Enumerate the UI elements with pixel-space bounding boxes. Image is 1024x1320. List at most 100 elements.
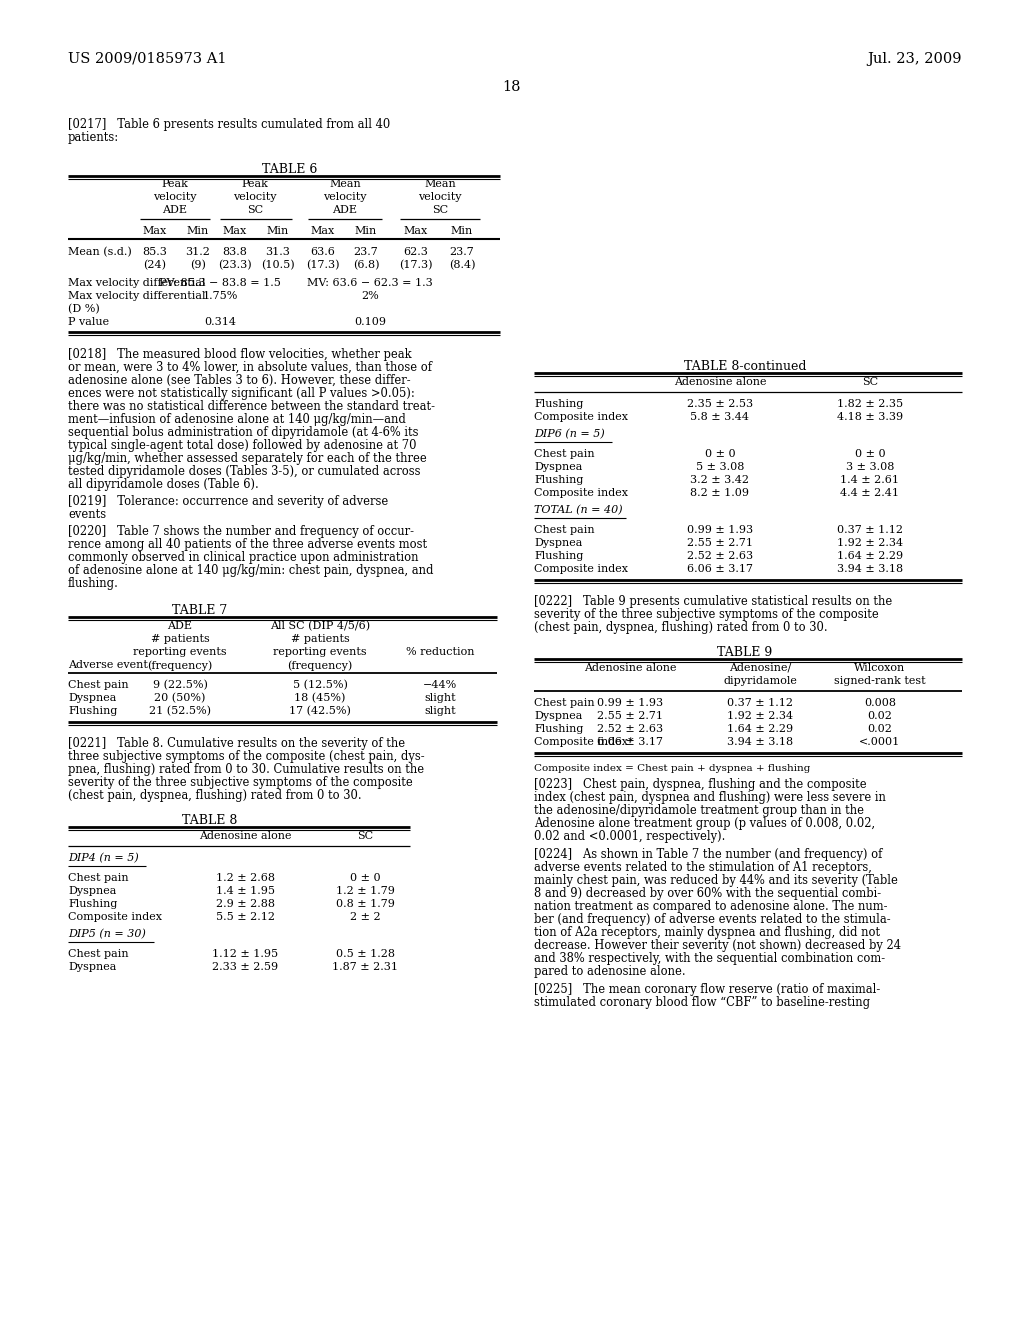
Text: Chest pain: Chest pain: [68, 949, 129, 960]
Text: % reduction: % reduction: [406, 647, 474, 657]
Text: severity of the three subjective symptoms of the composite: severity of the three subjective symptom…: [534, 609, 879, 620]
Text: (D %): (D %): [68, 304, 99, 314]
Text: typical single-agent total dose) followed by adenosine at 70: typical single-agent total dose) followe…: [68, 440, 417, 451]
Text: 9 (22.5%): 9 (22.5%): [153, 680, 208, 690]
Text: 1.4 ± 1.95: 1.4 ± 1.95: [215, 886, 274, 896]
Text: 63.6: 63.6: [310, 247, 336, 257]
Text: 3 ± 3.08: 3 ± 3.08: [846, 462, 894, 473]
Text: ences were not statistically significant (all P values >0.05):: ences were not statistically significant…: [68, 387, 415, 400]
Text: [0220]   Table 7 shows the number and frequency of occur-: [0220] Table 7 shows the number and freq…: [68, 525, 414, 539]
Text: sequential bolus administration of dipyridamole (at 4-6% its: sequential bolus administration of dipyr…: [68, 426, 419, 440]
Text: 1.64 ± 2.29: 1.64 ± 2.29: [727, 723, 793, 734]
Text: 1.2 ± 2.68: 1.2 ± 2.68: [215, 873, 274, 883]
Text: 2 ± 2: 2 ± 2: [349, 912, 380, 921]
Text: (9): (9): [190, 260, 206, 271]
Text: Max: Max: [403, 226, 428, 236]
Text: slight: slight: [424, 693, 456, 704]
Text: (10.5): (10.5): [261, 260, 295, 271]
Text: 31.3: 31.3: [265, 247, 291, 257]
Text: 2.52 ± 2.63: 2.52 ± 2.63: [597, 723, 664, 734]
Text: Flushing: Flushing: [534, 550, 584, 561]
Text: # patients: # patients: [291, 634, 349, 644]
Text: 2.52 ± 2.63: 2.52 ± 2.63: [687, 550, 753, 561]
Text: 0.8 ± 1.79: 0.8 ± 1.79: [336, 899, 394, 909]
Text: ment—infusion of adenosine alone at 140 μg/kg/min—and: ment—infusion of adenosine alone at 140 …: [68, 413, 406, 426]
Text: [0217]   Table 6 presents results cumulated from all 40: [0217] Table 6 presents results cumulate…: [68, 117, 390, 131]
Text: All SC (DIP 4/5/6): All SC (DIP 4/5/6): [270, 620, 370, 631]
Text: 85.3: 85.3: [142, 247, 168, 257]
Text: 20 (50%): 20 (50%): [155, 693, 206, 704]
Text: three subjective symptoms of the composite (chest pain, dys-: three subjective symptoms of the composi…: [68, 750, 425, 763]
Text: [0219]   Tolerance: occurrence and severity of adverse: [0219] Tolerance: occurrence and severit…: [68, 495, 388, 508]
Text: ber (and frequency) of adverse events related to the stimula-: ber (and frequency) of adverse events re…: [534, 913, 891, 927]
Text: 0.99 ± 1.93: 0.99 ± 1.93: [687, 525, 753, 535]
Text: 4.18 ± 3.39: 4.18 ± 3.39: [837, 412, 903, 422]
Text: 0 ± 0: 0 ± 0: [349, 873, 380, 883]
Text: 0.008: 0.008: [864, 698, 896, 708]
Text: Composite index: Composite index: [68, 912, 162, 921]
Text: ADE: ADE: [333, 205, 357, 215]
Text: SC: SC: [862, 378, 878, 387]
Text: 2.55 ± 2.71: 2.55 ± 2.71: [597, 711, 663, 721]
Text: Chest pain: Chest pain: [68, 680, 129, 690]
Text: velocity: velocity: [154, 191, 197, 202]
Text: 0.99 ± 1.93: 0.99 ± 1.93: [597, 698, 664, 708]
Text: events: events: [68, 508, 106, 521]
Text: (6.8): (6.8): [352, 260, 379, 271]
Text: reporting events: reporting events: [273, 647, 367, 657]
Text: 1.64 ± 2.29: 1.64 ± 2.29: [837, 550, 903, 561]
Text: velocity: velocity: [324, 191, 367, 202]
Text: (frequency): (frequency): [288, 660, 352, 671]
Text: 3.94 ± 3.18: 3.94 ± 3.18: [837, 564, 903, 574]
Text: 23.7: 23.7: [353, 247, 379, 257]
Text: 8 and 9) decreased by over 60% with the sequential combi-: 8 and 9) decreased by over 60% with the …: [534, 887, 881, 900]
Text: Wilcoxon: Wilcoxon: [854, 663, 905, 673]
Text: ADE: ADE: [163, 205, 187, 215]
Text: 18 (45%): 18 (45%): [294, 693, 346, 704]
Text: 2.9 ± 2.88: 2.9 ± 2.88: [215, 899, 274, 909]
Text: Mean: Mean: [424, 180, 456, 189]
Text: Adenosine alone treatment group (p values of 0.008, 0.02,: Adenosine alone treatment group (p value…: [534, 817, 876, 830]
Text: # patients: # patients: [151, 634, 209, 644]
Text: [0218]   The measured blood flow velocities, whether peak: [0218] The measured blood flow velocitie…: [68, 348, 412, 360]
Text: Mean: Mean: [329, 180, 360, 189]
Text: (17.3): (17.3): [399, 260, 433, 271]
Text: SC: SC: [247, 205, 263, 215]
Text: Adverse event: Adverse event: [68, 660, 147, 671]
Text: 4.4 ± 2.41: 4.4 ± 2.41: [841, 488, 899, 498]
Text: Min: Min: [355, 226, 377, 236]
Text: 1.12 ± 1.95: 1.12 ± 1.95: [212, 949, 279, 960]
Text: −44%: −44%: [423, 680, 457, 690]
Text: [0221]   Table 8. Cumulative results on the severity of the: [0221] Table 8. Cumulative results on th…: [68, 737, 406, 750]
Text: velocity: velocity: [233, 191, 276, 202]
Text: Dyspnea: Dyspnea: [534, 539, 583, 548]
Text: 83.8: 83.8: [222, 247, 248, 257]
Text: slight: slight: [424, 706, 456, 715]
Text: TABLE 6: TABLE 6: [262, 162, 317, 176]
Text: and 38% respectively, with the sequential combination com-: and 38% respectively, with the sequentia…: [534, 952, 885, 965]
Text: Composite index = Chest pain + dyspnea + flushing: Composite index = Chest pain + dyspnea +…: [534, 764, 810, 774]
Text: Flushing: Flushing: [534, 475, 584, 484]
Text: Dyspnea: Dyspnea: [68, 962, 117, 972]
Text: (chest pain, dyspnea, flushing) rated from 0 to 30.: (chest pain, dyspnea, flushing) rated fr…: [534, 620, 827, 634]
Text: Max velocity differential: Max velocity differential: [68, 290, 206, 301]
Text: Adenosine alone: Adenosine alone: [584, 663, 676, 673]
Text: 18: 18: [503, 81, 521, 94]
Text: DIP6 (n = 5): DIP6 (n = 5): [534, 429, 605, 440]
Text: (23.3): (23.3): [218, 260, 252, 271]
Text: Mean (s.d.): Mean (s.d.): [68, 247, 132, 257]
Text: 5.5 ± 2.12: 5.5 ± 2.12: [215, 912, 274, 921]
Text: 0.02: 0.02: [867, 723, 893, 734]
Text: Max velocity differential: Max velocity differential: [68, 279, 206, 288]
Text: 0.109: 0.109: [354, 317, 386, 327]
Text: TABLE 7: TABLE 7: [172, 605, 227, 616]
Text: 2.55 ± 2.71: 2.55 ± 2.71: [687, 539, 753, 548]
Text: DIP4 (n = 5): DIP4 (n = 5): [68, 853, 138, 863]
Text: (8.4): (8.4): [449, 260, 475, 271]
Text: [0224]   As shown in Table 7 the number (and frequency) of: [0224] As shown in Table 7 the number (a…: [534, 847, 883, 861]
Text: commonly observed in clinical practice upon administration: commonly observed in clinical practice u…: [68, 550, 419, 564]
Text: MV: 63.6 − 62.3 = 1.3: MV: 63.6 − 62.3 = 1.3: [307, 279, 433, 288]
Text: [0225]   The mean coronary flow reserve (ratio of maximal-: [0225] The mean coronary flow reserve (r…: [534, 983, 881, 997]
Text: Flushing: Flushing: [534, 723, 584, 734]
Text: 0.02: 0.02: [867, 711, 893, 721]
